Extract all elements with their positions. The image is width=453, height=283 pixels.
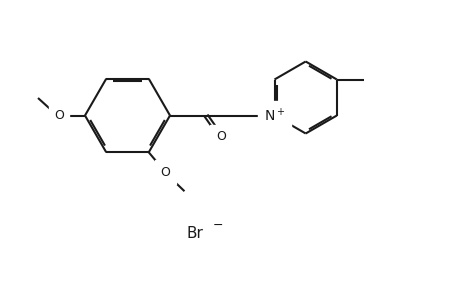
Text: O: O [160,166,170,179]
Text: N$^+$: N$^+$ [264,107,285,124]
Text: Br: Br [187,226,203,241]
Text: O: O [54,109,64,122]
Text: O: O [216,130,226,143]
Text: −: − [212,219,223,232]
